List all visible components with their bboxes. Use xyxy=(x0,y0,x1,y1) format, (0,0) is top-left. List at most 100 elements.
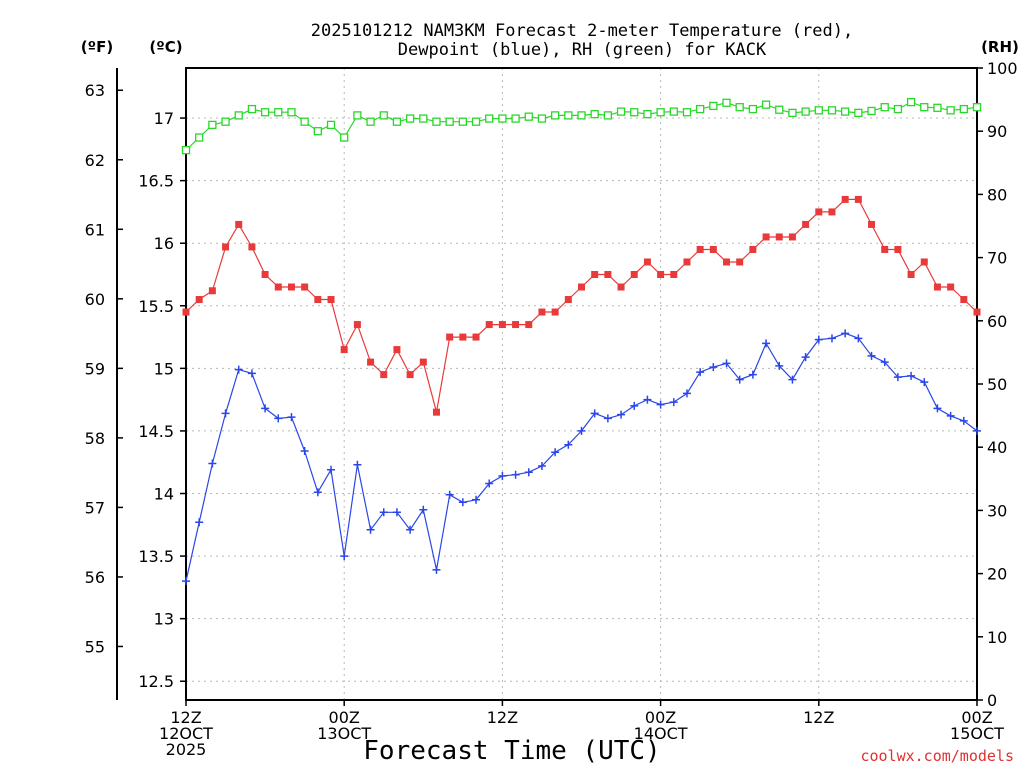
rh-point xyxy=(841,107,850,116)
celsius-tick-label: 15 xyxy=(154,359,174,378)
rh-point xyxy=(313,127,322,136)
temperature-point xyxy=(380,371,388,379)
rh-point xyxy=(195,133,204,142)
source-credit: coolwx.com/models xyxy=(860,747,1014,765)
dewpoint-point xyxy=(762,339,771,348)
x-tick-label: 13OCT xyxy=(317,724,371,743)
rh-point xyxy=(854,108,863,118)
rh-point xyxy=(181,146,191,155)
dewpoint-point xyxy=(617,410,626,419)
rh-tick-label: 30 xyxy=(987,501,1007,520)
rh-tick-label: 40 xyxy=(987,438,1007,457)
dewpoint-point xyxy=(920,378,929,387)
rh-point xyxy=(656,108,665,117)
dewpoint-point xyxy=(722,359,731,368)
temperature-point xyxy=(643,258,651,266)
rh-point xyxy=(972,103,982,112)
temperature-point xyxy=(222,243,230,251)
dewpoint-point xyxy=(392,508,401,517)
dewpoint-point xyxy=(564,440,573,449)
plot-frame xyxy=(185,67,978,701)
temperature-point xyxy=(749,245,757,253)
temperature-point xyxy=(907,270,915,278)
dewpoint-point xyxy=(590,409,599,418)
temperature-point xyxy=(498,321,506,329)
rh-point xyxy=(405,114,415,123)
temperature-point xyxy=(393,346,401,354)
temperature-point xyxy=(182,308,190,316)
dewpoint-point xyxy=(261,404,270,413)
dewpoint-point xyxy=(696,368,705,377)
rh-point xyxy=(234,111,243,120)
rh-point xyxy=(801,107,810,116)
series-temperature xyxy=(182,195,981,416)
dewpoint-point xyxy=(247,369,256,378)
rh-point xyxy=(353,111,362,120)
rh-point xyxy=(788,108,797,118)
rh-point xyxy=(616,107,626,116)
dewpoint-point xyxy=(748,370,757,379)
temperature-point xyxy=(881,245,889,253)
rh-point xyxy=(946,106,955,115)
temperature-point xyxy=(512,321,520,329)
temperature-point xyxy=(841,195,849,203)
dewpoint-point xyxy=(274,414,283,423)
temperature-point xyxy=(657,270,665,278)
dewpoint-point xyxy=(366,525,375,534)
dewpoint-point xyxy=(353,460,362,469)
dewpoint-point xyxy=(182,577,190,586)
rh-point xyxy=(221,117,230,126)
rh-point xyxy=(419,114,428,123)
temperature-point xyxy=(406,371,414,379)
temperature-point xyxy=(551,308,559,316)
rh-point xyxy=(722,98,731,107)
temperature-point xyxy=(868,220,876,228)
temperature-point xyxy=(525,321,533,329)
x-tick-label: 12Z xyxy=(803,708,834,727)
dewpoint-point xyxy=(472,495,481,504)
temperature-point xyxy=(195,296,203,304)
series-rh xyxy=(181,97,982,155)
dewpoint-point xyxy=(682,389,691,398)
rh-tick-label: 60 xyxy=(987,312,1007,331)
dewpoint-point xyxy=(854,334,863,343)
dewpoint-point xyxy=(234,365,243,374)
fahrenheit-tick-label: 63 xyxy=(85,81,105,100)
celsius-tick-label: 13 xyxy=(154,610,174,629)
dewpoint-point xyxy=(287,413,296,422)
temperature-point xyxy=(973,308,981,316)
dewpoint-point xyxy=(313,488,322,497)
rh-point xyxy=(590,109,599,119)
dewpoint-line xyxy=(185,332,978,582)
celsius-tick-label: 15.5 xyxy=(138,297,174,316)
rh-point xyxy=(326,120,336,130)
dewpoint-point xyxy=(485,479,494,488)
dewpoint-point xyxy=(537,461,546,470)
temperature-point xyxy=(235,220,243,228)
dewpoint-point xyxy=(775,361,784,370)
temperature-point xyxy=(762,233,770,241)
temperature-point xyxy=(683,258,691,266)
temperature-point xyxy=(617,283,625,291)
rh-point xyxy=(696,104,705,114)
x-tick-label: 12Z xyxy=(487,708,518,727)
rh-point xyxy=(577,111,586,120)
temperature-point xyxy=(419,358,427,366)
dewpoint-point xyxy=(458,498,467,507)
temperature-point xyxy=(723,258,731,266)
rh-point xyxy=(485,114,494,123)
rh-point xyxy=(511,114,520,123)
x-tick-label: 00Z xyxy=(645,708,676,727)
celsius-tick-label: 16 xyxy=(154,234,174,253)
fahrenheit-tick-label: 58 xyxy=(85,429,105,448)
celsius-tick-label: 16.5 xyxy=(138,172,174,191)
x-tick-label: 15OCT xyxy=(950,724,1004,743)
temperature-point xyxy=(564,296,572,304)
temperature-point xyxy=(248,243,256,251)
dewpoint-point xyxy=(445,490,454,499)
rh-point xyxy=(550,111,560,120)
dewpoint-point xyxy=(669,398,678,407)
rh-point xyxy=(274,108,283,117)
dewpoint-point xyxy=(827,334,836,343)
temperature-point xyxy=(261,270,269,278)
